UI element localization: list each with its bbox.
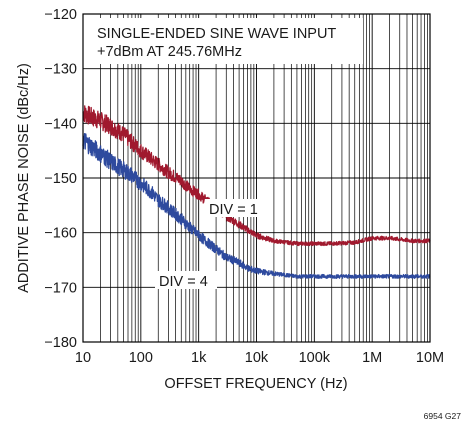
series-label-bg-div1 (205, 199, 267, 217)
series-line-div4 (82, 133, 431, 279)
y-tick-label: −160 (44, 226, 77, 242)
figure-id: 6954 G27 (424, 411, 462, 421)
y-tick-label: −120 (44, 7, 77, 23)
series-layer (82, 105, 431, 279)
y-axis-label: ADDITIVE PHASE NOISE (dBc/Hz) (16, 63, 32, 293)
condition-box (93, 18, 363, 64)
x-tick-label: 10M (416, 350, 444, 366)
x-tick-labels: 10 100 1k 10k 100k 1M 10M (75, 350, 444, 366)
x-tick-label: 1M (362, 350, 382, 366)
y-tick-label: −180 (44, 335, 77, 351)
x-tick-label: 10 (75, 350, 91, 366)
x-tick-label: 100 (129, 350, 153, 366)
x-axis-label: OFFSET FREQUENCY (Hz) (164, 376, 347, 392)
series-label-div1: DIV = 1 (209, 202, 258, 218)
y-tick-label: −140 (44, 116, 77, 132)
y-tick-labels: −180 −170 −160 −150 −140 −130 −120 (44, 7, 77, 351)
condition-text-line2: +7dBm AT 245.76MHz (97, 44, 242, 60)
condition-text-line1: SINGLE-ENDED SINE WAVE INPUT (97, 26, 336, 42)
y-tick-label: −150 (44, 171, 77, 187)
y-tick-label: −170 (44, 280, 77, 296)
x-tick-label: 1k (191, 350, 207, 366)
x-tick-label: 10k (245, 350, 269, 366)
plot-frame (82, 13, 431, 343)
y-tick-label: −130 (44, 62, 77, 78)
series-label-bg-div4 (155, 271, 217, 289)
x-tick-label: 100k (299, 350, 331, 366)
series-line-div1 (82, 105, 431, 247)
series-label-div4: DIV = 4 (159, 274, 208, 290)
